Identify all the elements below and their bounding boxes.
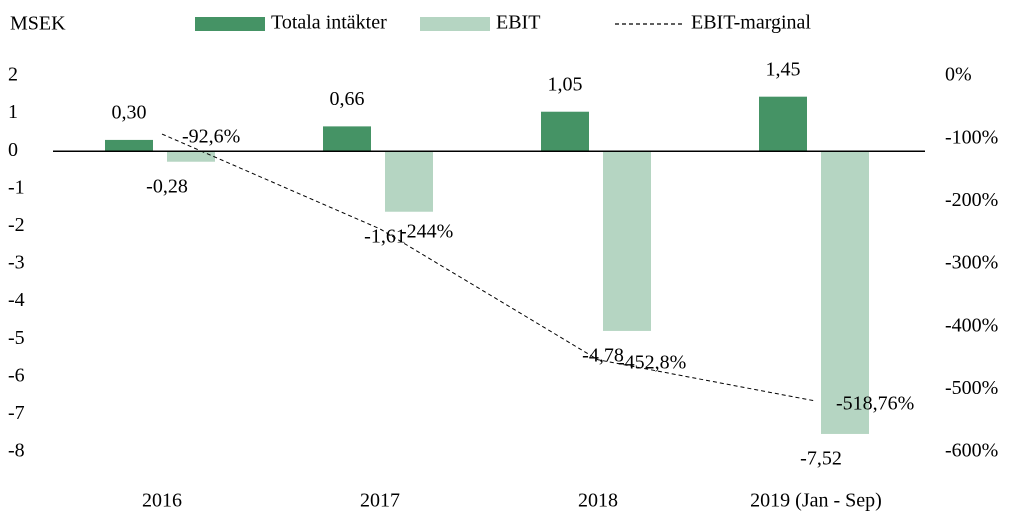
y-tick-label: -6	[8, 364, 25, 386]
data-label: -244%	[400, 221, 453, 243]
data-label: -0,28	[146, 175, 188, 197]
data-label: 0,30	[112, 102, 147, 124]
y-tick-label: 2	[8, 64, 18, 86]
y-tick-label: -5	[8, 327, 25, 349]
y2-tick-label: -200%	[945, 189, 998, 211]
data-label: -518,76%	[836, 393, 914, 415]
y2-tick-label: -400%	[945, 314, 998, 336]
x-tick-label: 2016	[142, 490, 182, 512]
data-label: 1,05	[548, 73, 583, 95]
legend-label: EBIT	[496, 12, 540, 34]
y-tick-label: -4	[8, 289, 25, 311]
data-label: 1,45	[766, 58, 801, 80]
y-tick-label: -3	[8, 252, 25, 274]
data-label: -92,6%	[182, 126, 240, 148]
y2-tick-label: -500%	[945, 377, 998, 399]
legend-swatch	[420, 17, 490, 31]
y-axis-label: MSEK	[10, 13, 66, 35]
y-tick-label: -8	[8, 440, 25, 462]
legend-swatch	[195, 17, 265, 31]
legend-label: Totala intäkter	[271, 12, 387, 34]
bar	[167, 151, 215, 162]
y-tick-label: -2	[8, 214, 25, 236]
data-label: -4,78	[582, 345, 624, 367]
y-tick-label: 0	[8, 139, 18, 161]
bar	[603, 151, 651, 331]
data-label: 0,66	[330, 88, 365, 110]
x-tick-label: 2018	[578, 490, 618, 512]
y2-tick-label: -300%	[945, 252, 998, 274]
bar	[105, 139, 153, 152]
bar	[821, 151, 869, 434]
y2-tick-label: -100%	[945, 126, 998, 148]
legend-label: EBIT-marginal	[691, 12, 811, 34]
data-label: -7,52	[800, 448, 842, 470]
bar	[385, 151, 433, 212]
data-label: -1,61	[364, 225, 406, 247]
y-tick-label: 1	[8, 101, 18, 123]
bar	[323, 126, 371, 152]
y-tick-label: -1	[8, 176, 25, 198]
bar	[759, 96, 807, 152]
line	[161, 133, 817, 402]
y2-tick-label: -600%	[945, 440, 998, 462]
bar	[541, 111, 589, 152]
data-label: -452,8%	[618, 351, 686, 373]
y-tick-label: -7	[8, 402, 25, 424]
x-tick-label: 2019 (Jan - Sep)	[750, 490, 882, 512]
y2-tick-label: 0%	[945, 64, 972, 86]
x-tick-label: 2017	[360, 490, 400, 512]
